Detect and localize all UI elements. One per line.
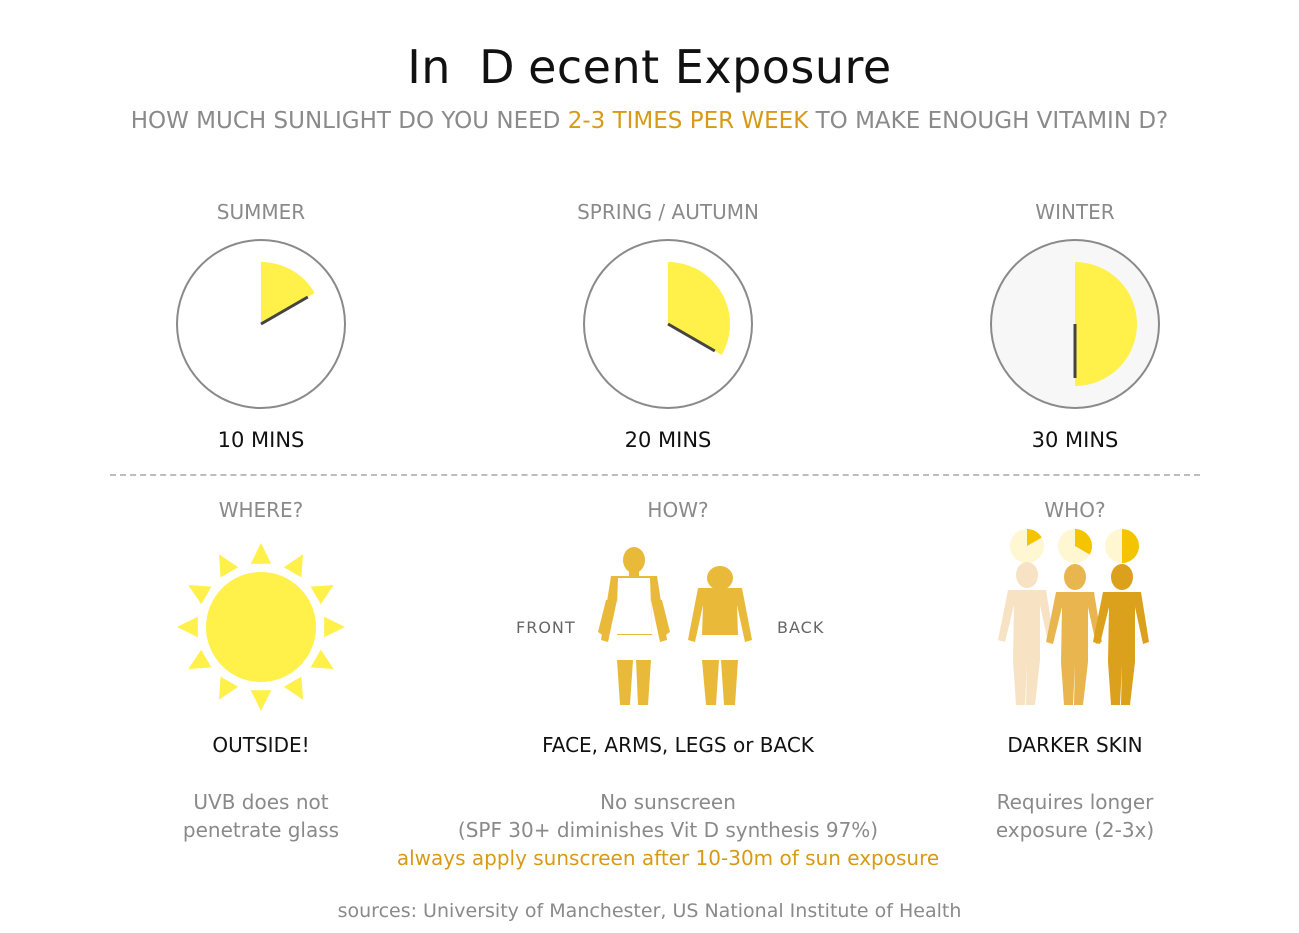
mini-clock-sector (1027, 529, 1042, 546)
back-body-icon (688, 566, 752, 705)
how-heading: HOW? (647, 498, 709, 522)
who-heading: WHO? (1044, 498, 1106, 522)
clock-winter (990, 239, 1160, 409)
clock-summer (176, 239, 346, 409)
sun-ray (250, 690, 272, 711)
section-divider (110, 474, 1200, 476)
sun-ray (188, 649, 212, 669)
sun-ray (283, 676, 303, 700)
where-answer: OUTSIDE! (212, 733, 310, 757)
how-answer: FACE, ARMS, LEGS or BACK (542, 733, 814, 757)
sunscreen-warning: always apply sunscreen after 10-30m of s… (396, 846, 940, 870)
page-subtitle: HOW MUCH SUNLIGHT DO YOU NEED 2-3 TIMES … (130, 108, 1169, 134)
minutes-label-summer: 10 MINS (217, 428, 305, 452)
sun-ray (177, 616, 198, 638)
sun-ray (310, 649, 334, 669)
front-body-icon (598, 547, 670, 705)
season-label-summer: SUMMER (216, 200, 306, 224)
subtitle-highlight: 2-3 TIMES PER WEEK (567, 108, 809, 134)
minutes-label-winter: 30 MINS (1031, 428, 1119, 452)
sun-ray (324, 616, 345, 638)
where-description: UVB does not penetrate glass (182, 790, 340, 842)
sun-ray (310, 585, 334, 605)
skin-tone-icons (998, 529, 1149, 705)
how-description: No sunscreen (SPF 30+ diminishes Vit D s… (368, 788, 968, 872)
who-answer: DARKER SKIN (1007, 733, 1143, 757)
clock-hand-summer (260, 295, 309, 326)
person-dark-skin-icon (1093, 564, 1149, 705)
sun-ray (188, 585, 212, 605)
mini-clock-sector (1122, 529, 1139, 563)
minutes-label-spring-autumn: 20 MINS (624, 428, 712, 452)
sun-icon (177, 543, 345, 711)
title-d-highlight: D (466, 37, 528, 95)
clock-sector-winter (1075, 262, 1137, 386)
sun-ray (219, 554, 239, 578)
season-label-winter: WINTER (1035, 200, 1115, 224)
clock-hand-spring-autumn (667, 322, 716, 353)
season-label-spring-autumn: SPRING / AUTUMN (577, 200, 759, 224)
sun-ray (283, 554, 303, 578)
back-label: BACK (777, 618, 825, 637)
clock-sector-summer (261, 262, 315, 324)
where-heading: WHERE? (218, 498, 304, 522)
person-medium-skin-icon (1046, 564, 1102, 705)
front-label: FRONT (516, 618, 576, 637)
who-description: Requires longer exposure (2-3x) (995, 790, 1155, 842)
clock-spring-autumn (583, 239, 753, 409)
sun-ray (250, 543, 272, 564)
mini-clock-sector (1075, 529, 1092, 555)
sources-text: sources: University of Manchester, US Na… (337, 900, 962, 922)
person-light-skin-icon (998, 562, 1054, 705)
sun-ray (219, 676, 239, 700)
